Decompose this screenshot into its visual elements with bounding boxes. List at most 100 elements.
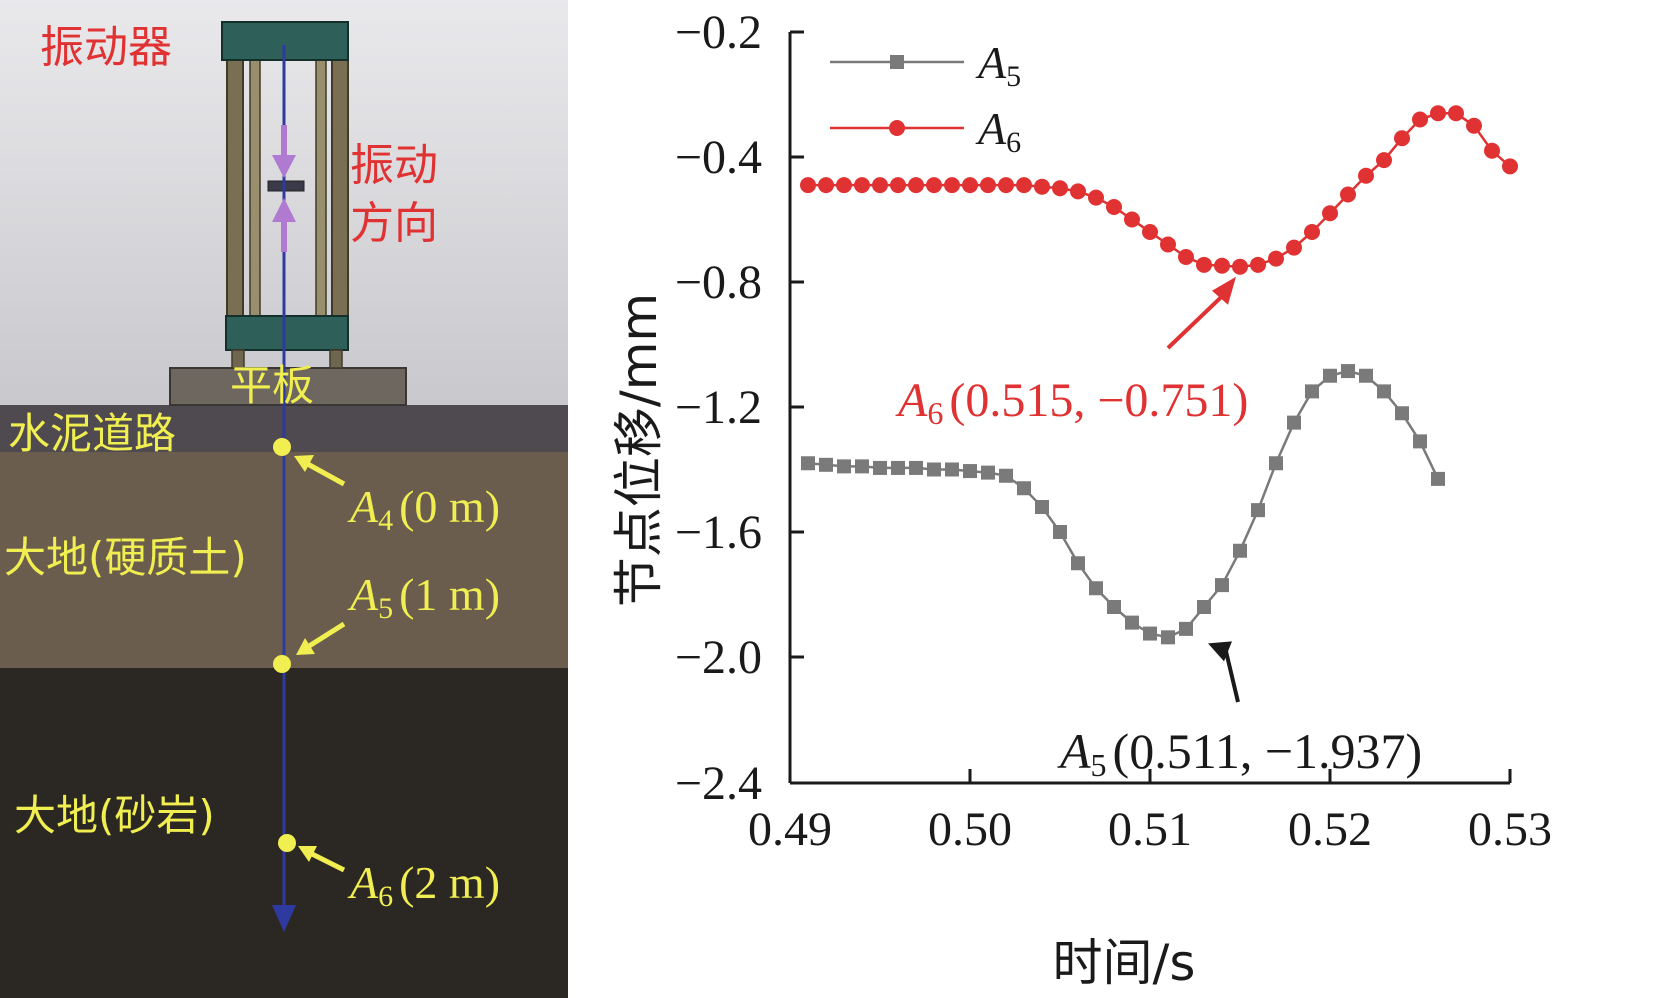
- data-point: [1340, 187, 1356, 203]
- data-point: [800, 177, 816, 193]
- legend-label: A5: [975, 37, 1021, 93]
- data-point: [872, 177, 888, 193]
- data-point: [1161, 630, 1175, 644]
- data-point: [945, 463, 959, 477]
- data-point: [1088, 190, 1104, 206]
- displacement-chart: −0.2 −0.4 −0.8 −1.2 −1.6 −2.0 −2.40.49 0.50 0.51…: [568, 0, 1662, 998]
- data-point: [1395, 406, 1409, 420]
- data-point: [1160, 237, 1176, 253]
- data-point: [1124, 212, 1140, 228]
- vibration-direction-label-2: 方向: [350, 198, 438, 249]
- data-point: [909, 461, 923, 475]
- annotation-label: A6 (0.515, −0.751): [895, 374, 1248, 431]
- hard-soil-label: 大地(硬质土): [4, 533, 247, 582]
- data-point: [1358, 168, 1374, 184]
- data-point: [1052, 180, 1068, 196]
- point-a5-label: A5 (1 m): [347, 569, 500, 625]
- y-axis-label: 节点位移/mm: [610, 293, 668, 607]
- data-point: [1286, 240, 1302, 256]
- data-point: [962, 177, 978, 193]
- y-tick-label: −1.6: [675, 506, 762, 559]
- data-point: [908, 177, 924, 193]
- data-point: [1466, 118, 1482, 134]
- data-point: [1197, 600, 1211, 614]
- data-point: [1305, 384, 1319, 398]
- data-point: [1017, 481, 1031, 495]
- data-point: [1448, 105, 1464, 121]
- data-point: [1322, 205, 1338, 221]
- vibrator-label: 振动器: [40, 22, 172, 73]
- legend-marker: [889, 120, 905, 136]
- data-point: [1250, 257, 1266, 273]
- data-point: [1287, 416, 1301, 430]
- y-tick-label: −2.0: [675, 631, 762, 684]
- data-point: [1143, 627, 1157, 641]
- data-point: [927, 463, 941, 477]
- y-tick-label: −0.2: [675, 6, 762, 59]
- data-point: [891, 461, 905, 475]
- data-point: [998, 177, 1014, 193]
- plate-label: 平板: [230, 361, 314, 410]
- data-point: [1359, 369, 1373, 383]
- data-point: [1413, 434, 1427, 448]
- annotation-a5: A5 (0.511, −1.937): [1057, 641, 1422, 783]
- data-point: [854, 177, 870, 193]
- y-tick-label: −0.8: [675, 256, 762, 309]
- data-point: [1377, 384, 1391, 398]
- data-point: [837, 459, 851, 473]
- data-point: [1232, 259, 1248, 275]
- y-tick-label: −1.2: [675, 381, 762, 434]
- annotation-a6: A6 (0.515, −0.751): [895, 277, 1248, 431]
- data-point: [999, 469, 1013, 483]
- data-point: [926, 177, 942, 193]
- data-point: [1251, 503, 1265, 517]
- data-point: [1070, 183, 1086, 199]
- data-point: [1341, 364, 1355, 378]
- data-point: [1412, 112, 1428, 128]
- data-point: [1196, 257, 1212, 273]
- data-point: [1016, 177, 1032, 193]
- data-point: [1106, 199, 1122, 215]
- x-tick-label: 0.53: [1468, 803, 1552, 856]
- data-point: [1376, 152, 1392, 168]
- data-point: [1430, 105, 1446, 121]
- data-point: [1268, 251, 1284, 267]
- point-a6-label: A6 (2 m): [347, 857, 500, 913]
- data-point: [819, 458, 833, 472]
- data-point: [944, 177, 960, 193]
- data-point: [1269, 456, 1283, 470]
- x-tick-label: 0.50: [928, 803, 1012, 856]
- point-a4-marker: [273, 438, 291, 456]
- data-point: [855, 459, 869, 473]
- data-point: [1431, 472, 1445, 486]
- road-label: 水泥道路: [8, 409, 176, 458]
- data-point: [1502, 158, 1518, 174]
- data-point: [818, 177, 834, 193]
- annotation-label: A5 (0.511, −1.937): [1057, 723, 1422, 783]
- point-a6-marker: [278, 834, 296, 852]
- y-tick-label: −0.4: [675, 131, 762, 184]
- point-a4-label: A4 (0 m): [347, 481, 500, 537]
- data-point: [1179, 622, 1193, 636]
- data-point: [1089, 581, 1103, 595]
- data-point: [981, 466, 995, 480]
- legend-label: A6: [975, 103, 1021, 159]
- vibration-scene-illustration: 振动器 振动 方向 平板 水泥道路 大地(硬质土) 大地(砂岩) A4 (0 m)…: [0, 0, 568, 998]
- data-point: [836, 177, 852, 193]
- data-point: [1214, 258, 1230, 274]
- data-point: [1125, 616, 1139, 630]
- legend-marker: [890, 55, 904, 69]
- x-tick-label: 0.49: [748, 803, 832, 856]
- vibrator-bottom-block: [226, 316, 348, 350]
- data-point: [1053, 525, 1067, 539]
- x-tick-label: 0.52: [1288, 803, 1372, 856]
- data-point: [1233, 544, 1247, 558]
- data-point: [1304, 224, 1320, 240]
- data-point: [1215, 578, 1229, 592]
- vibration-direction-label-1: 振动: [350, 140, 438, 191]
- data-point: [1323, 369, 1337, 383]
- data-point: [1035, 500, 1049, 514]
- x-tick-label: 0.51: [1108, 803, 1192, 856]
- annotation-arrow: [1226, 651, 1238, 702]
